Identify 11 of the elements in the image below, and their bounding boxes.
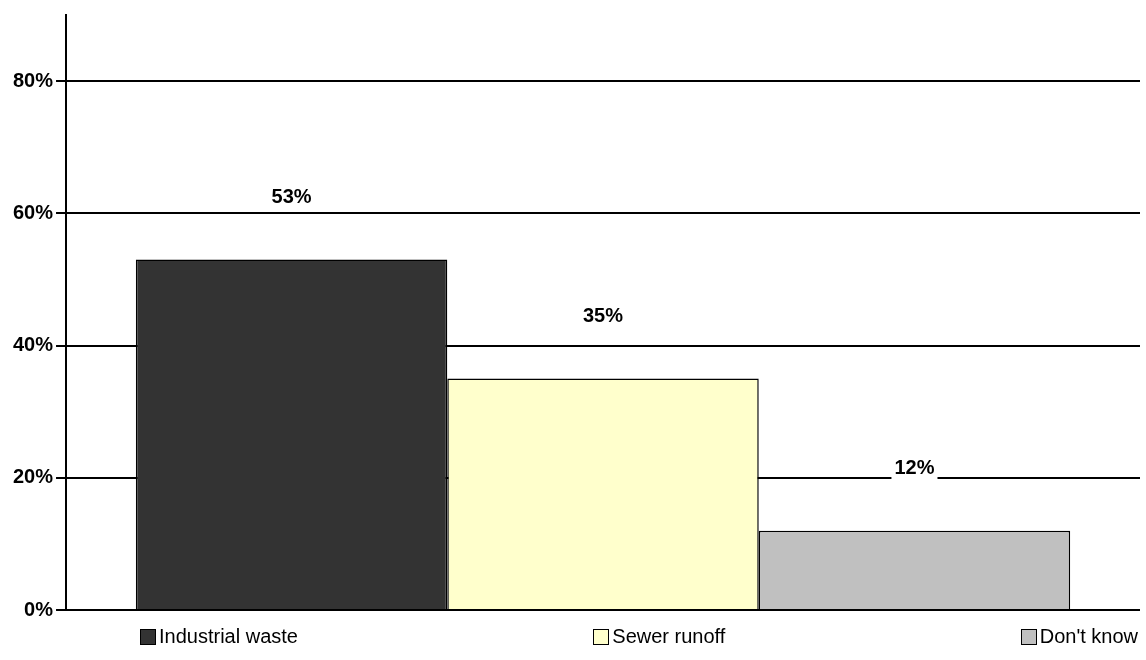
legend-label: Sewer runoff <box>612 625 726 648</box>
legend-label: Don't know <box>1039 625 1138 648</box>
y-tick-label: 80% <box>13 68 54 91</box>
y-tick-label: 0% <box>24 597 54 620</box>
data-label: 35% <box>583 304 624 327</box>
legend-label: Industrial waste <box>159 625 298 648</box>
data-label: 53% <box>271 185 312 208</box>
data-label: 12% <box>894 456 935 479</box>
y-tick-label: 20% <box>13 465 54 488</box>
y-tick-label: 40% <box>13 333 54 356</box>
y-tick-label: 60% <box>13 200 54 223</box>
